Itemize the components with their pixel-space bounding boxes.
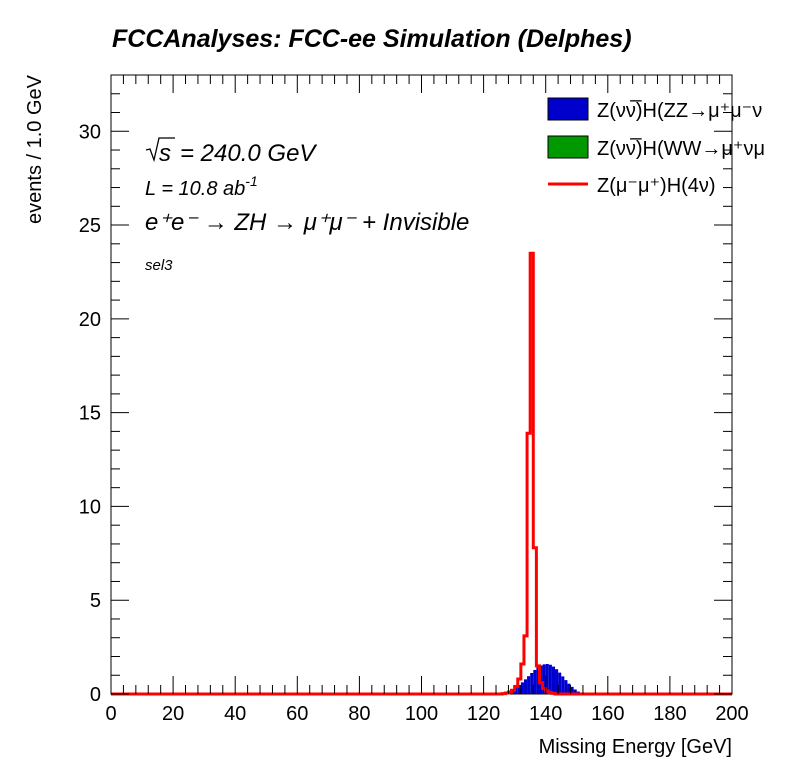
histogram-bar <box>539 665 543 694</box>
legend-swatch-zz <box>547 97 589 121</box>
x-tick-label: 0 <box>105 703 116 725</box>
plot-frame <box>110 74 733 695</box>
histogram-bar <box>561 676 565 694</box>
lumi-exponent: -1 <box>245 173 257 189</box>
histogram-bar <box>542 664 546 694</box>
x-tick-label: 140 <box>529 703 562 725</box>
histogram-bar <box>530 672 534 694</box>
series-zz-bars <box>496 663 583 694</box>
histogram-bar <box>573 689 577 694</box>
lumi-annotation: L = 10.8 ab-1 <box>145 173 258 200</box>
histogram-bar <box>567 683 571 694</box>
legend-label-ww: Z(νν̅)H(WW→μ⁺νμ <box>597 137 765 160</box>
y-axis-ticks: 0 5 10 15 20 25 30 <box>79 74 732 706</box>
y-tick-label: 25 <box>79 215 101 237</box>
y-tick-label: 10 <box>79 496 101 518</box>
histogram-bar <box>520 682 524 694</box>
y-axis-title: events / 1.0 GeV <box>24 74 46 224</box>
x-tick-label: 160 <box>591 703 624 725</box>
histogram-bar <box>558 672 562 694</box>
histogram-bar <box>517 684 521 694</box>
y-tick-label: 15 <box>79 403 101 425</box>
histogram-bar <box>536 667 540 694</box>
x-tick-label: 60 <box>286 703 308 725</box>
sqrt-s-annotation: s = 240.0 GeV <box>145 137 317 167</box>
histogram-bar <box>564 680 568 694</box>
histogram-bar <box>527 676 531 694</box>
histogram-bar <box>533 669 537 694</box>
x-axis-ticks: 0 20 40 60 80 100 120 140 160 180 200 <box>105 75 749 725</box>
x-axis-title: Missing Energy [GeV] <box>539 736 732 758</box>
selection-annotation: sel3 <box>145 257 173 274</box>
y-tick-label: 5 <box>90 590 101 612</box>
legend-label-4nu: Z(μ⁻μ⁺)H(4ν) <box>597 175 716 197</box>
x-tick-label: 40 <box>224 703 246 725</box>
x-tick-label: 100 <box>405 703 438 725</box>
chart-title: FCCAnalyses: FCC-ee Simulation (Delphes) <box>112 25 632 53</box>
x-tick-label: 200 <box>715 703 748 725</box>
y-tick-label: 0 <box>90 684 101 706</box>
x-tick-label: 120 <box>467 703 500 725</box>
histogram-bar <box>514 687 518 694</box>
lumi-prefix: L = 10.8 ab <box>145 178 245 200</box>
histogram-bar <box>551 666 556 694</box>
histogram-bar <box>523 679 528 694</box>
legend-label-zz: Z(νν̅)H(ZZ→μ⁺μ⁻ν <box>597 99 762 122</box>
series-4nu-line <box>111 251 732 696</box>
x-tick-label: 180 <box>653 703 686 725</box>
x-tick-label: 20 <box>162 703 184 725</box>
sqrt-symbol <box>145 137 175 163</box>
legend-swatch-ww <box>547 135 589 159</box>
process-annotation: e⁺e⁻ → ZH → μ⁺μ⁻ + Invisible <box>145 209 469 236</box>
y-tick-label: 30 <box>79 121 101 143</box>
legend: Z(νν̅)H(ZZ→μ⁺μ⁻ν Z(νν̅)H(WW→μ⁺νμ Z(μ⁻μ⁺)… <box>547 97 765 197</box>
x-tick-label: 80 <box>348 703 370 725</box>
sqrt-s-var: s <box>159 140 171 167</box>
histogram-bar <box>555 669 559 694</box>
histogram-bar <box>545 663 549 694</box>
histogram-bar <box>548 664 552 694</box>
histogram-bar <box>570 686 574 694</box>
sqrt-s-value: = 240.0 GeV <box>180 140 317 167</box>
y-tick-label: 20 <box>79 309 101 331</box>
